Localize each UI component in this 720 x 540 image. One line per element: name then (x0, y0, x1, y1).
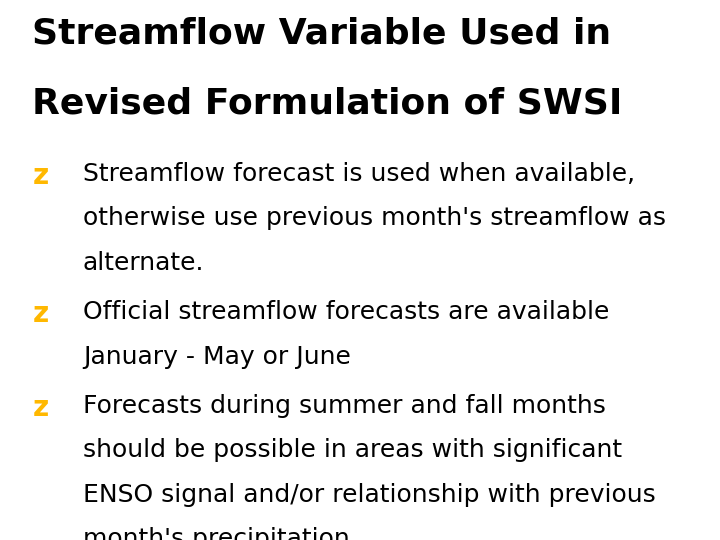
Text: month's precipitation: month's precipitation (83, 527, 349, 540)
Text: z: z (32, 300, 49, 328)
Text: Streamflow Variable Used in: Streamflow Variable Used in (32, 16, 611, 50)
Text: Revised Formulation of SWSI: Revised Formulation of SWSI (32, 86, 623, 120)
Text: z: z (32, 162, 49, 190)
Text: Forecasts during summer and fall months: Forecasts during summer and fall months (83, 394, 606, 418)
Text: Official streamflow forecasts are available: Official streamflow forecasts are availa… (83, 300, 609, 324)
Text: Streamflow forecast is used when available,: Streamflow forecast is used when availab… (83, 162, 635, 186)
Text: January - May or June: January - May or June (83, 345, 351, 368)
Text: alternate.: alternate. (83, 251, 204, 274)
Text: ENSO signal and/or relationship with previous: ENSO signal and/or relationship with pre… (83, 483, 655, 507)
Text: should be possible in areas with significant: should be possible in areas with signifi… (83, 438, 622, 462)
Text: z: z (32, 394, 49, 422)
Text: otherwise use previous month's streamflow as: otherwise use previous month's streamflo… (83, 206, 666, 230)
